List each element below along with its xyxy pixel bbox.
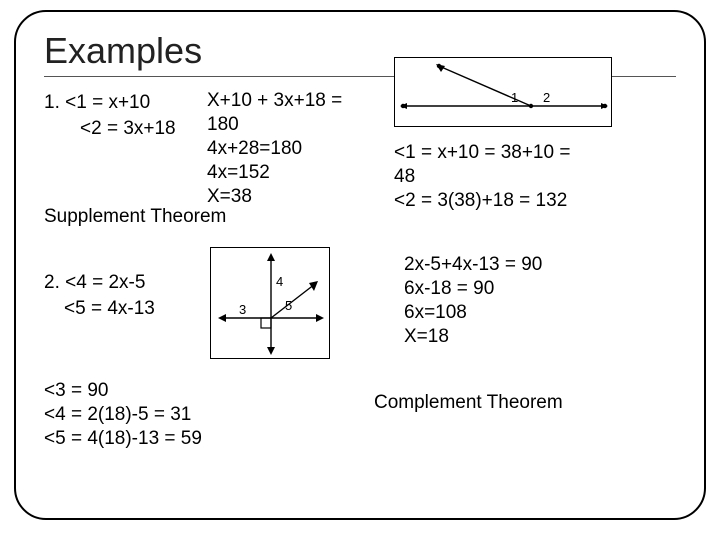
ex2-work-1: 2x-5+4x-13 = 90 [404, 253, 542, 277]
ex1-work-5: X=38 [207, 185, 252, 209]
perpendicular-diagram-icon [211, 248, 331, 360]
ex1-given-2: <2 = 3x+18 [80, 117, 176, 141]
diagram2-label-4: 4 [276, 274, 283, 289]
ex2-result-2: <4 = 2(18)-5 = 31 [44, 403, 191, 427]
ex2-diagram: 3 4 5 [210, 247, 330, 359]
ex2-work-3: 6x=108 [404, 301, 467, 325]
ex1-work-1: X+10 + 3x+18 = [207, 89, 342, 113]
slide-frame: Examples 1. <1 = x+10 <2 = 3x+18 Supplem… [14, 10, 706, 520]
diagram2-label-3: 3 [239, 302, 246, 317]
content-area: 1. <1 = x+10 <2 = 3x+18 Supplement Theor… [44, 85, 676, 505]
ex2-given-2: <5 = 4x-13 [64, 297, 155, 321]
ex1-work-2: 180 [207, 113, 239, 137]
diagram2-label-5: 5 [285, 298, 292, 313]
ex2-given-1: 2. <4 = 2x-5 [44, 271, 145, 295]
ex1-theorem: Supplement Theorem [44, 205, 226, 229]
ex2-work-2: 6x-18 = 90 [404, 277, 494, 301]
ex2-work-4: X=18 [404, 325, 449, 349]
ex1-given-1: 1. <1 = x+10 [44, 91, 150, 115]
ex1-diagram: 1 2 [394, 57, 612, 127]
ex2-result-3: <5 = 4(18)-13 = 59 [44, 427, 202, 451]
ex1-work-3: 4x+28=180 [207, 137, 302, 161]
ex1-work-4: 4x=152 [207, 161, 270, 185]
ex2-theorem: Complement Theorem [374, 391, 563, 415]
ex1-result-1: <1 = x+10 = 38+10 = [394, 141, 570, 165]
ex1-result-2: 48 [394, 165, 415, 189]
ex1-result-3: <2 = 3(38)+18 = 132 [394, 189, 567, 213]
angles-diagram-icon [395, 58, 613, 128]
ex2-result-1: <3 = 90 [44, 379, 108, 403]
diagram1-label-2: 2 [543, 90, 550, 105]
diagram1-label-1: 1 [511, 90, 518, 105]
